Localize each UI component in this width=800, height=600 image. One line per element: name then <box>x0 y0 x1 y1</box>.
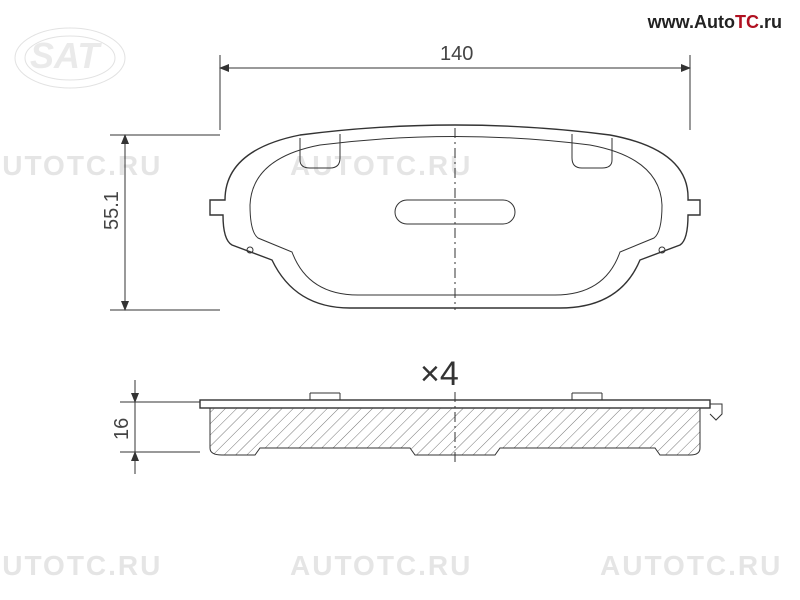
height-dim: 55.1 <box>101 191 123 230</box>
brake-pad-side-view: 16 <box>111 380 722 474</box>
quantity-label: ×4 <box>420 355 459 393</box>
width-dim: 140 <box>440 43 473 65</box>
thickness-dim: 16 <box>111 418 133 440</box>
technical-drawing: 140 55.1 ×4 16 <box>0 0 800 600</box>
brake-pad-top-view: 140 55.1 <box>101 43 700 310</box>
